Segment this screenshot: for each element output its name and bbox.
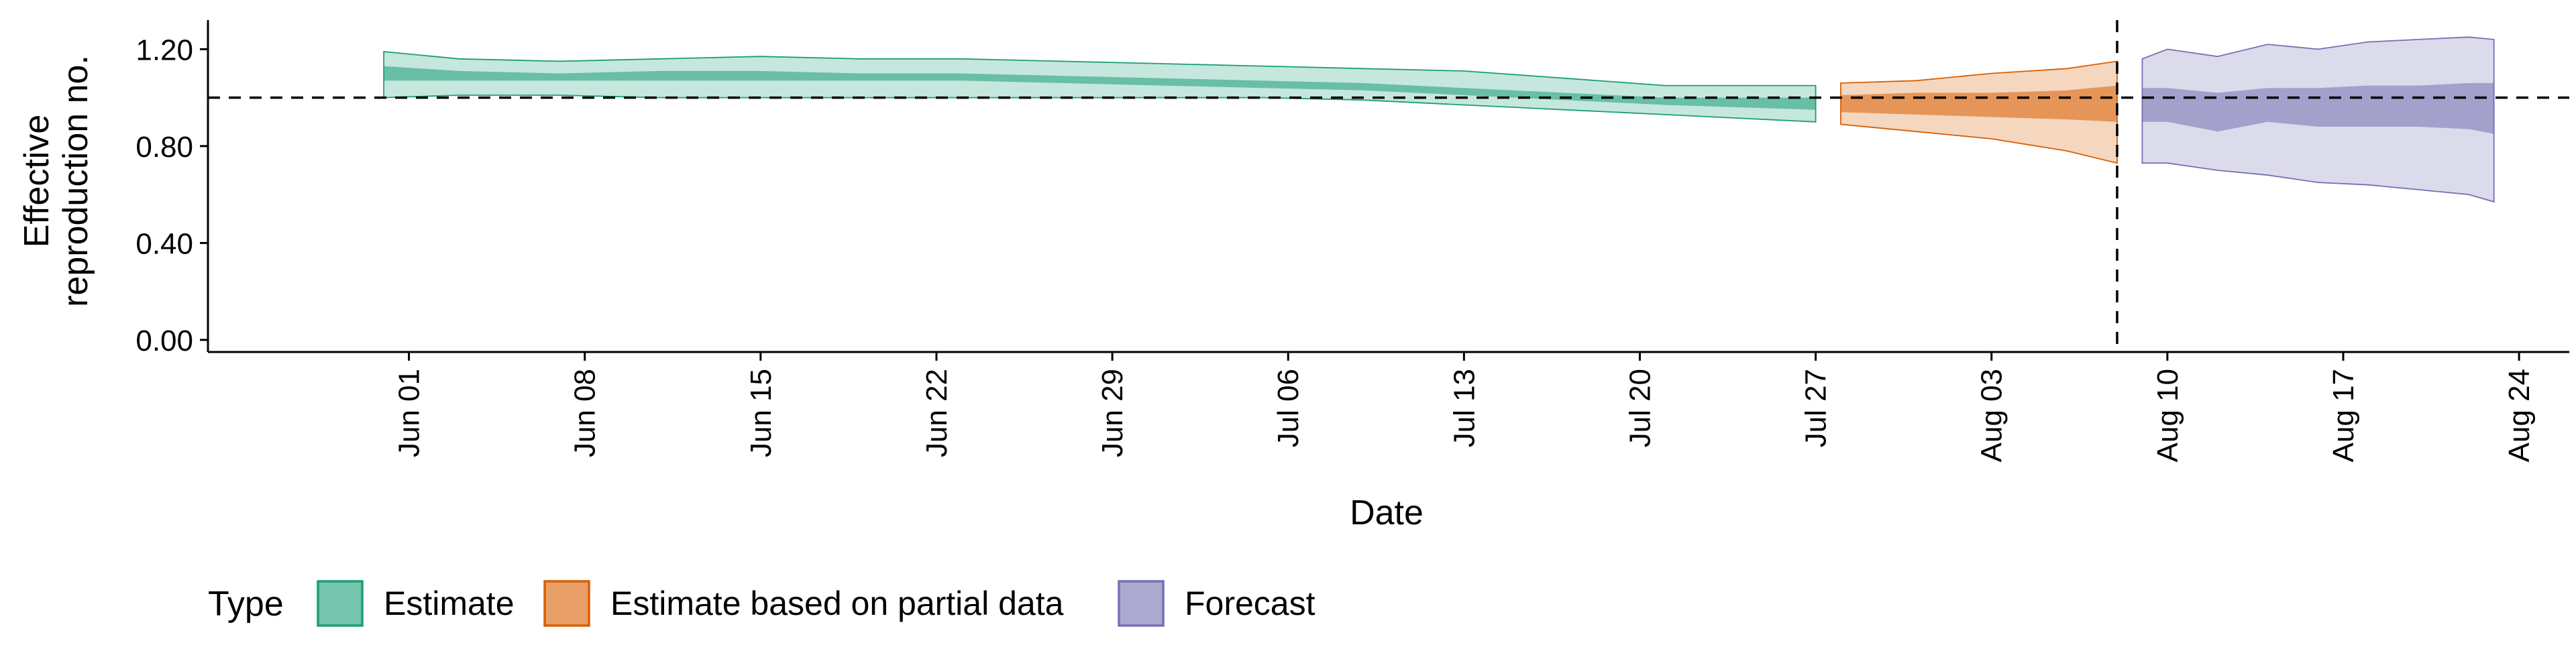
legend-label-forecast: Forecast — [1185, 585, 1316, 622]
x-tick-label: Aug 03 — [1976, 369, 2008, 462]
y-axis-label-line-2: reproduction no. — [56, 55, 95, 307]
ribbon-90-estimate — [383, 51, 1817, 123]
x-tick-label: Jul 06 — [1272, 369, 1305, 447]
x-ticks: Jun 01 Jun 08 Jun 15 Jun 22 Jun 29 Jul 06 Jul … — [393, 352, 2536, 462]
ribbon-50-forecast — [2142, 82, 2494, 134]
y-ticks: 0.00 0.40 0.80 1.20 — [136, 34, 208, 357]
axes-layer — [207, 20, 2569, 353]
x-tick-label: Jun 29 — [1096, 369, 1129, 457]
x-tick-label: Aug 10 — [2151, 369, 2184, 462]
x-tick-label: Jul 13 — [1448, 369, 1481, 447]
y-tick-label: 0.80 — [136, 131, 193, 164]
ribbons-layer — [383, 36, 2495, 203]
x-tick-label: Jul 27 — [1800, 369, 1833, 447]
y-tick-label: 1.20 — [136, 34, 193, 66]
x-tick-label: Jun 01 — [393, 369, 426, 457]
legend-label-estimate: Estimate — [384, 585, 515, 622]
y-axis-label-line-1: Effective — [17, 115, 56, 247]
legend-key-forecast — [1118, 580, 1165, 627]
x-tick-label: Jul 20 — [1624, 369, 1657, 447]
legend-label-estimate-based-on-partial-data: Estimate based on partial data — [610, 585, 1064, 622]
x-axis-label: Date — [1350, 493, 1424, 532]
x-tick-label: Aug 17 — [2327, 369, 2360, 462]
legend-key-estimate-based-on-partial-data — [543, 580, 590, 627]
ribbon-50-estimate-based-on-partial-data — [1841, 85, 2117, 122]
legend-title: Type — [208, 585, 284, 624]
legend: Type Estimate Estimate based on partial d… — [208, 580, 1316, 627]
x-tick-label: Jun 08 — [569, 369, 602, 457]
x-tick-label: Jun 15 — [745, 369, 777, 457]
x-tick-label: Aug 24 — [2503, 369, 2536, 462]
y-tick-label: 0.40 — [136, 227, 193, 260]
ribbon-50-estimate — [384, 66, 1816, 110]
legend-key-estimate — [317, 580, 364, 627]
reference-lines-layer — [208, 20, 2569, 352]
x-tick-label: Jun 22 — [920, 369, 953, 457]
y-tick-label: 0.00 — [136, 325, 193, 357]
